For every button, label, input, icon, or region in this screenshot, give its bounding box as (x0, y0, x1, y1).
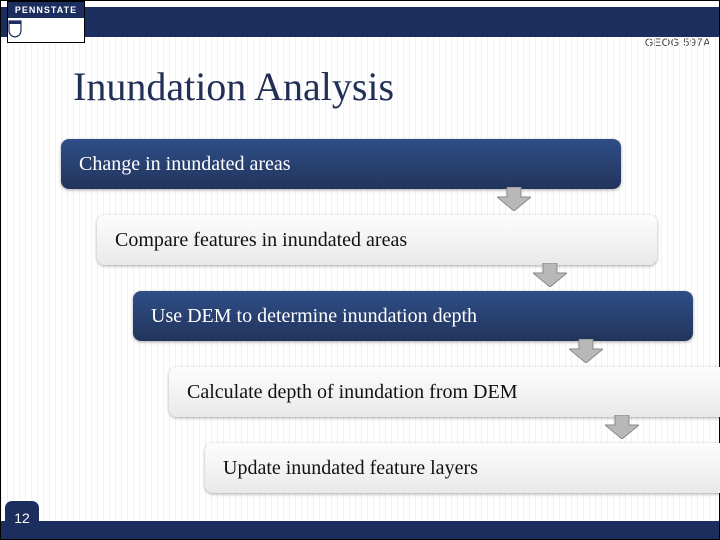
process-step-label: Use DEM to determine inundation depth (151, 305, 477, 328)
footer-band (1, 521, 719, 539)
arrow-down-icon (533, 263, 567, 287)
arrow-down-icon (605, 415, 639, 439)
arrow-down-icon (569, 339, 603, 363)
arrow-down-icon (497, 187, 531, 211)
process-step-label: Compare features in inundated areas (115, 229, 407, 252)
process-step-label: Change in inundated areas (79, 153, 291, 176)
page-title: Inundation Analysis (73, 63, 394, 110)
logo-shield-area (8, 18, 84, 42)
process-steps: Change in inundated areas Compare feature… (61, 139, 679, 519)
process-step: Compare features in inundated areas (97, 215, 657, 265)
header-band (1, 7, 719, 37)
process-step-label: Update inundated feature layers (223, 457, 478, 480)
process-step: Change in inundated areas (61, 139, 621, 189)
page-number-badge: 12 (5, 501, 39, 535)
slide: PENNSTATE GEOG 597A Inundation Analysis … (0, 0, 720, 540)
shield-icon (8, 20, 22, 38)
process-step-label: Calculate depth of inundation from DEM (187, 381, 517, 404)
process-step: Calculate depth of inundation from DEM (169, 367, 720, 417)
process-step: Update inundated feature layers (205, 443, 720, 493)
logo-text: PENNSTATE (8, 2, 84, 18)
process-step: Use DEM to determine inundation depth (133, 291, 693, 341)
logo: PENNSTATE (7, 1, 85, 43)
